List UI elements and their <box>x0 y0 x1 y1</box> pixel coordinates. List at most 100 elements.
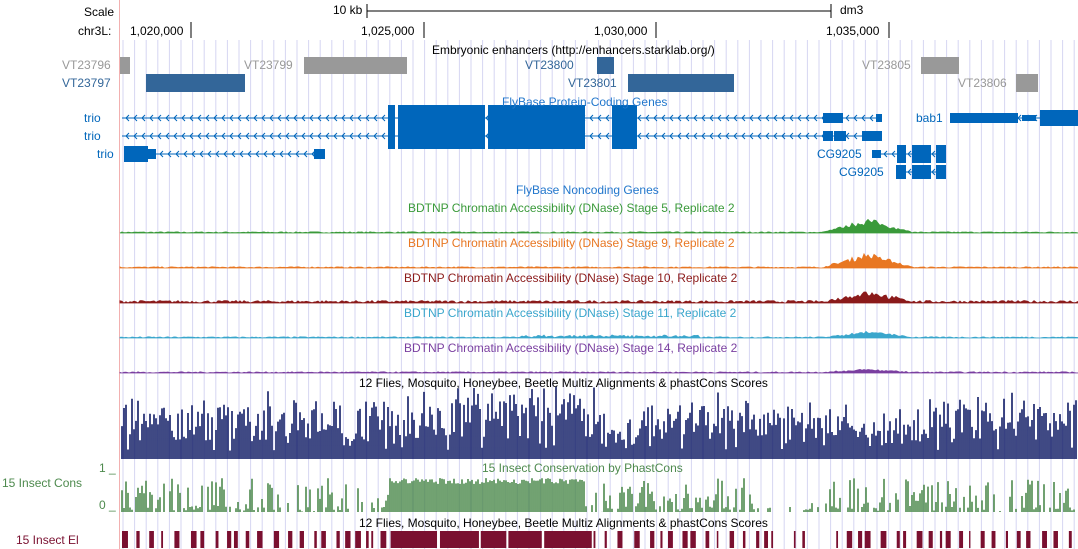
gene-exon <box>912 165 931 179</box>
conserved-element <box>945 531 951 548</box>
enhancer-block <box>120 57 130 74</box>
conserved-element <box>345 531 351 548</box>
enhancer-block <box>1016 74 1038 92</box>
track-title-elements[interactable]: 12 Flies, Mosquito, Honeybee, Beetle Mul… <box>359 516 768 530</box>
ruler-tick-label: 1,025,000 <box>361 24 415 38</box>
elements-side-label[interactable]: 15 Insect El <box>16 533 79 547</box>
conserved-element <box>122 531 128 548</box>
gene-label[interactable]: CG9205 <box>817 147 862 161</box>
conserved-element <box>355 531 361 548</box>
chrom-label: chr3L: <box>78 24 112 38</box>
enhancer-block <box>628 74 734 92</box>
conserved-element <box>161 531 164 548</box>
track-title-phastcons[interactable]: 15 Insect Conservation by PhastCons <box>482 461 683 475</box>
conserved-element <box>634 531 640 548</box>
gene-exon <box>950 113 1018 123</box>
conserved-element <box>928 531 933 548</box>
assembly-label: dm3 <box>840 3 864 17</box>
conserved-element <box>508 531 542 548</box>
gene-exon <box>896 165 906 179</box>
conserved-element <box>174 531 180 548</box>
gene-label[interactable]: bab1 <box>916 111 943 125</box>
phastcons-side-label[interactable]: 15 Insect Cons <box>2 476 83 490</box>
enhancer-label[interactable]: VT23800 <box>525 58 574 72</box>
enhancer-label[interactable]: VT23806 <box>958 76 1007 90</box>
track-title-dnase-stage5[interactable]: BDTNP Chromatin Accessibility (DNase) St… <box>408 201 735 215</box>
gene-label[interactable]: trio <box>97 147 114 161</box>
conserved-element <box>617 531 623 548</box>
conserved-element <box>846 531 853 548</box>
gene-exon <box>488 123 585 149</box>
conserved-element <box>336 531 340 548</box>
track-title-flybase-noncoding[interactable]: FlyBase Noncoding Genes <box>516 183 659 197</box>
conserved-element <box>245 531 250 548</box>
conserved-element <box>771 531 774 548</box>
scale-span-label: 10 kb <box>333 3 363 17</box>
track-title-dnase-stage10[interactable]: BDTNP Chromatin Accessibility (DNase) St… <box>404 271 738 285</box>
conserved-element <box>756 531 760 548</box>
conserved-element <box>149 531 154 548</box>
dnase-signal-3 <box>119 330 1078 339</box>
conserved-element <box>650 531 655 548</box>
conserved-element <box>439 531 479 548</box>
track-title-dnase-stage9[interactable]: BDTNP Chromatin Accessibility (DNase) St… <box>408 236 735 250</box>
conserved-element <box>1005 531 1008 548</box>
ruler-tick-label: 1,020,000 <box>130 24 184 38</box>
conserved-element <box>1068 531 1072 548</box>
ruler-tick-label: 1,035,000 <box>826 24 880 38</box>
conserved-element <box>1053 531 1058 548</box>
enhancer-label[interactable]: VT23796 <box>62 58 111 72</box>
gene-label[interactable]: CG9205 <box>839 165 884 179</box>
track-title-enhancers[interactable]: Embryonic enhancers (http://enhancers.st… <box>432 43 715 57</box>
conserved-element <box>380 531 387 548</box>
conserved-element <box>716 531 719 548</box>
gene-exon <box>936 165 946 179</box>
gene-exon <box>388 105 395 131</box>
conserved-element <box>729 531 735 548</box>
conserved-element <box>299 531 304 548</box>
gene-exon <box>833 113 843 123</box>
gene-exon <box>388 123 395 149</box>
enhancer-block <box>304 57 407 74</box>
ruler-tick-label: 1,030,000 <box>594 24 648 38</box>
conserved-element <box>864 531 871 548</box>
conserved-element <box>480 531 507 548</box>
conserved-element <box>273 531 280 548</box>
conserved-element <box>742 531 746 548</box>
conserved-element <box>793 531 796 548</box>
gene-label[interactable]: trio <box>84 111 101 125</box>
enhancer-label[interactable]: VT23801 <box>568 76 617 90</box>
conserved-element <box>366 531 369 548</box>
conserved-element <box>233 531 238 548</box>
conserved-element <box>215 531 219 548</box>
gene-exon <box>314 149 325 159</box>
gene-exon <box>1040 110 1078 126</box>
gene-exon <box>912 145 931 163</box>
gene-exon <box>936 145 946 163</box>
gene-exon <box>862 131 882 141</box>
conserved-element <box>660 531 663 548</box>
enhancer-label[interactable]: VT23797 <box>62 76 111 90</box>
track-title-multiz[interactable]: 12 Flies, Mosquito, Honeybee, Beetle Mul… <box>359 376 768 390</box>
enhancer-label[interactable]: VT23799 <box>244 58 293 72</box>
conserved-element <box>1026 531 1031 548</box>
conserved-element <box>257 531 263 548</box>
dnase-signal-2 <box>119 291 1078 304</box>
gene-exon <box>823 131 833 141</box>
track-title-dnase-stage11[interactable]: BDTNP Chromatin Accessibility (DNase) St… <box>404 306 737 320</box>
track-title-dnase-stage14[interactable]: BDTNP Chromatin Accessibility (DNase) St… <box>404 341 738 355</box>
conserved-element <box>288 531 293 548</box>
gene-exon <box>823 113 833 123</box>
gene-exon <box>612 123 637 149</box>
conserved-element <box>667 531 673 548</box>
conserved-element <box>1016 531 1021 548</box>
gridlines <box>122 40 1075 549</box>
phastcons-ymin-label: 0 _ <box>99 498 116 512</box>
enhancer-label[interactable]: VT23805 <box>862 58 911 72</box>
gene-label[interactable]: trio <box>84 129 101 143</box>
conserved-element <box>802 531 805 548</box>
conserved-element <box>593 531 596 548</box>
conserved-element <box>682 531 688 548</box>
track-title-flybase-coding[interactable]: FlyBase Protein-Coding Genes <box>502 95 668 109</box>
